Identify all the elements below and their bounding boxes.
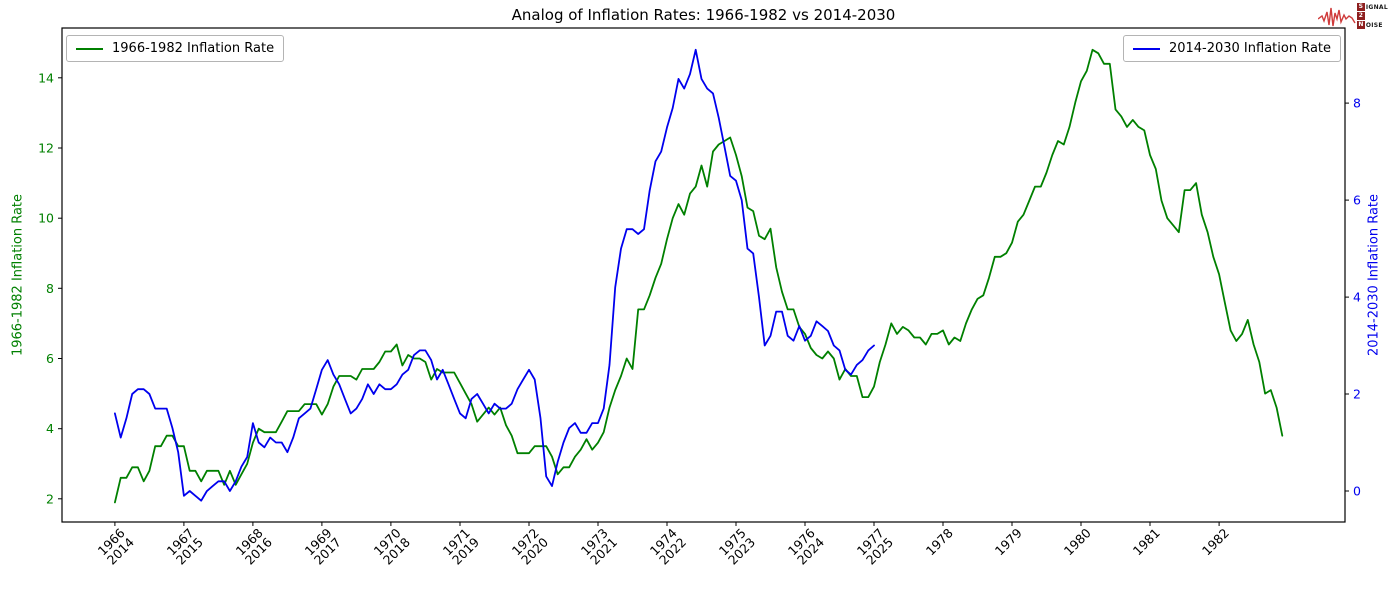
- x-tick-label: 19752023: [716, 525, 758, 567]
- legend-left: 1966-1982 Inflation Rate: [66, 35, 285, 62]
- legend-line-green: [76, 47, 103, 50]
- signal2noise-logo: S IGNAL 2 N OISE: [1317, 3, 1388, 29]
- x-tick-label: 1980: [1061, 525, 1094, 558]
- x-tick-label: 1982: [1199, 525, 1232, 558]
- left-tick-label: 12: [38, 141, 54, 156]
- left-tick-label: 10: [38, 211, 54, 226]
- right-tick-label: 2: [1353, 387, 1361, 402]
- x-tick-label: 19692017: [302, 525, 344, 567]
- right-axis-title: 2014-2030 Inflation Rate: [1366, 193, 1382, 357]
- x-tick-label: 19662014: [95, 525, 137, 567]
- chart-title: Analog of Inflation Rates: 1966-1982 vs …: [511, 6, 896, 24]
- legend-right: 2014-2030 Inflation Rate: [1122, 35, 1341, 62]
- left-tick-label: 6: [46, 351, 54, 366]
- x-tick-label: 19762024: [785, 525, 827, 567]
- legend-line-blue: [1132, 47, 1160, 50]
- waveform-icon: [1317, 7, 1356, 27]
- left-tick-label: 8: [46, 281, 54, 296]
- x-tick-label: 19772025: [854, 525, 896, 567]
- logo-box-n: N: [1356, 21, 1365, 29]
- x-tick-label: 19702018: [371, 525, 413, 567]
- right-tick-label: 4: [1353, 290, 1361, 305]
- logo-box-2: 2: [1356, 12, 1365, 20]
- logo-text: S IGNAL 2 N OISE: [1356, 3, 1388, 29]
- series-line-green: [114, 48, 1284, 504]
- series-line-blue: [114, 48, 875, 502]
- x-tick-label: 19722020: [509, 525, 551, 567]
- x-tick-label: 19732021: [578, 525, 620, 567]
- legend-label-green: 1966-1982 Inflation Rate: [112, 41, 275, 56]
- x-tick-label: 19742022: [647, 525, 689, 567]
- x-tick-label: 1979: [992, 525, 1025, 558]
- left-tick-label: 2: [46, 491, 54, 506]
- right-tick-label: 6: [1353, 193, 1361, 208]
- logo-row-noise: N OISE: [1356, 21, 1383, 29]
- left-tick-label: 4: [46, 421, 54, 436]
- logo-box-s: S: [1356, 3, 1365, 11]
- left-tick-label: 14: [38, 70, 54, 85]
- x-tick-label: 19712019: [440, 525, 482, 567]
- x-tick-label: 1981: [1130, 525, 1163, 558]
- legend-label-blue: 2014-2030 Inflation Rate: [1168, 41, 1331, 56]
- x-tick-label: 19682016: [233, 525, 275, 567]
- logo-row-2: 2: [1356, 12, 1388, 20]
- left-axis-title: 1966-1982 Inflation Rate: [10, 193, 26, 357]
- x-tick-label: 1978: [923, 525, 956, 558]
- x-tick-label: 19672015: [164, 525, 206, 567]
- plot-frame: [61, 27, 1346, 523]
- logo-row-signal: S IGNAL: [1356, 3, 1388, 11]
- right-tick-label: 0: [1353, 484, 1361, 499]
- right-tick-label: 8: [1353, 96, 1361, 111]
